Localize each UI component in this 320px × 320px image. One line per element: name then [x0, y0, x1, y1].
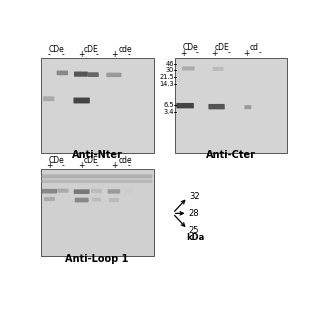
- Bar: [175, 58, 287, 153]
- Text: Anti-Loop 1: Anti-Loop 1: [65, 254, 129, 264]
- Text: Anti-Nter: Anti-Nter: [72, 150, 123, 160]
- Text: 28: 28: [189, 209, 199, 218]
- FancyBboxPatch shape: [212, 67, 224, 71]
- FancyBboxPatch shape: [108, 189, 120, 194]
- Text: 6.5: 6.5: [163, 102, 174, 108]
- Text: +: +: [111, 161, 117, 170]
- FancyBboxPatch shape: [43, 96, 54, 101]
- Text: cde: cde: [119, 45, 132, 54]
- Bar: [41, 169, 154, 256]
- FancyBboxPatch shape: [92, 197, 101, 202]
- Text: +: +: [243, 49, 250, 58]
- Text: -: -: [127, 50, 130, 59]
- Text: -: -: [48, 50, 51, 59]
- FancyBboxPatch shape: [74, 72, 88, 77]
- Text: cDE: cDE: [215, 43, 230, 52]
- Text: -: -: [196, 49, 198, 58]
- Text: -: -: [259, 49, 261, 58]
- Text: 30: 30: [165, 67, 174, 73]
- FancyBboxPatch shape: [44, 197, 55, 201]
- Text: 46: 46: [165, 60, 174, 67]
- FancyBboxPatch shape: [88, 72, 99, 77]
- Text: -: -: [228, 49, 230, 58]
- Text: cde: cde: [119, 156, 132, 165]
- Text: kDa: kDa: [186, 233, 204, 242]
- FancyBboxPatch shape: [57, 188, 68, 193]
- FancyBboxPatch shape: [109, 198, 119, 202]
- FancyBboxPatch shape: [208, 104, 225, 109]
- FancyBboxPatch shape: [42, 174, 152, 178]
- FancyBboxPatch shape: [42, 189, 57, 194]
- Text: +: +: [78, 50, 85, 59]
- Text: 32: 32: [189, 192, 199, 201]
- Text: CDe: CDe: [48, 156, 64, 165]
- FancyBboxPatch shape: [244, 105, 251, 109]
- Text: 14.3: 14.3: [159, 81, 174, 87]
- Text: -: -: [127, 161, 130, 170]
- FancyBboxPatch shape: [42, 180, 152, 183]
- Text: 21.5: 21.5: [159, 74, 174, 80]
- FancyBboxPatch shape: [182, 67, 195, 70]
- Bar: [41, 58, 154, 153]
- Text: +: +: [111, 50, 117, 59]
- Text: -: -: [95, 161, 98, 170]
- FancyBboxPatch shape: [124, 189, 133, 193]
- Text: cDE: cDE: [84, 45, 98, 54]
- Text: Anti-Cter: Anti-Cter: [206, 150, 256, 160]
- Text: cd: cd: [250, 43, 259, 52]
- Text: +: +: [78, 161, 85, 170]
- FancyBboxPatch shape: [106, 73, 122, 77]
- FancyBboxPatch shape: [74, 98, 90, 103]
- FancyBboxPatch shape: [57, 70, 68, 75]
- FancyBboxPatch shape: [91, 189, 102, 193]
- Text: 25: 25: [189, 226, 199, 235]
- Text: -: -: [61, 161, 64, 170]
- FancyBboxPatch shape: [74, 189, 90, 194]
- Text: cDE: cDE: [84, 156, 98, 165]
- Text: 3.4: 3.4: [164, 109, 174, 115]
- Text: +: +: [46, 161, 52, 170]
- Text: CDe: CDe: [182, 43, 198, 52]
- FancyBboxPatch shape: [176, 103, 194, 108]
- Text: -: -: [61, 50, 64, 59]
- Text: -: -: [95, 50, 98, 59]
- Text: +: +: [211, 49, 217, 58]
- Text: +: +: [180, 49, 187, 58]
- FancyBboxPatch shape: [75, 198, 89, 202]
- Text: CDe: CDe: [48, 45, 64, 54]
